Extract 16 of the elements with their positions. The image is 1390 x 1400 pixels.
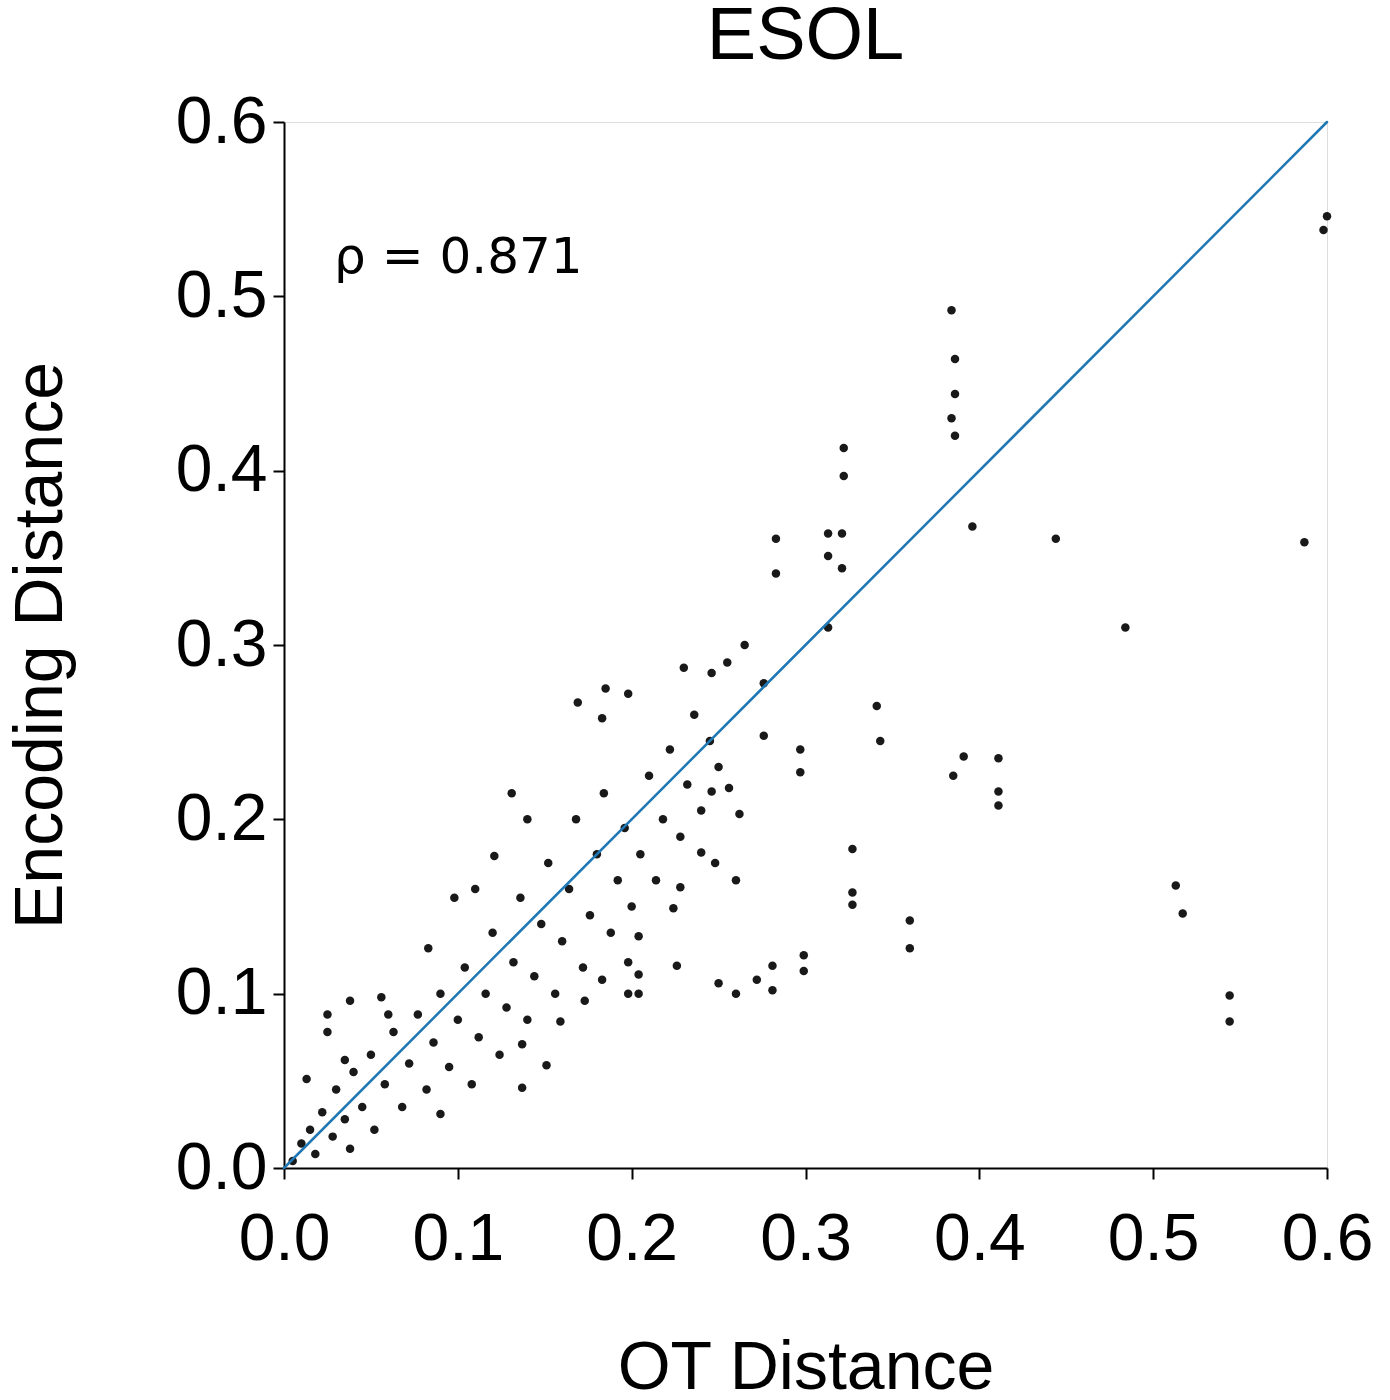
x-tick-label: 0.1 xyxy=(412,1199,505,1274)
y-tick-label: 0.3 xyxy=(175,605,268,680)
y-axis-title: Encoding Distance xyxy=(0,361,76,930)
x-tick-label: 0.3 xyxy=(760,1199,852,1274)
x-tick-label: 0.6 xyxy=(1281,1199,1374,1274)
y-tick-label: 0.1 xyxy=(175,954,268,1029)
y-tick-label: 0.4 xyxy=(175,431,268,506)
x-tick-label: 0.5 xyxy=(1107,1199,1200,1274)
x-tick-label: 0.4 xyxy=(933,1199,1026,1274)
annotation: ρ = 0.871 xyxy=(334,227,583,285)
y-tick-label: 0.2 xyxy=(175,779,268,854)
y-tick-label: 0.5 xyxy=(175,256,268,331)
x-axis-title: OT Distance xyxy=(617,1326,995,1400)
x-tick-label: 0.2 xyxy=(586,1199,679,1274)
chart-title: ESOL xyxy=(706,0,905,75)
y-tick-label: 0.6 xyxy=(175,82,268,157)
